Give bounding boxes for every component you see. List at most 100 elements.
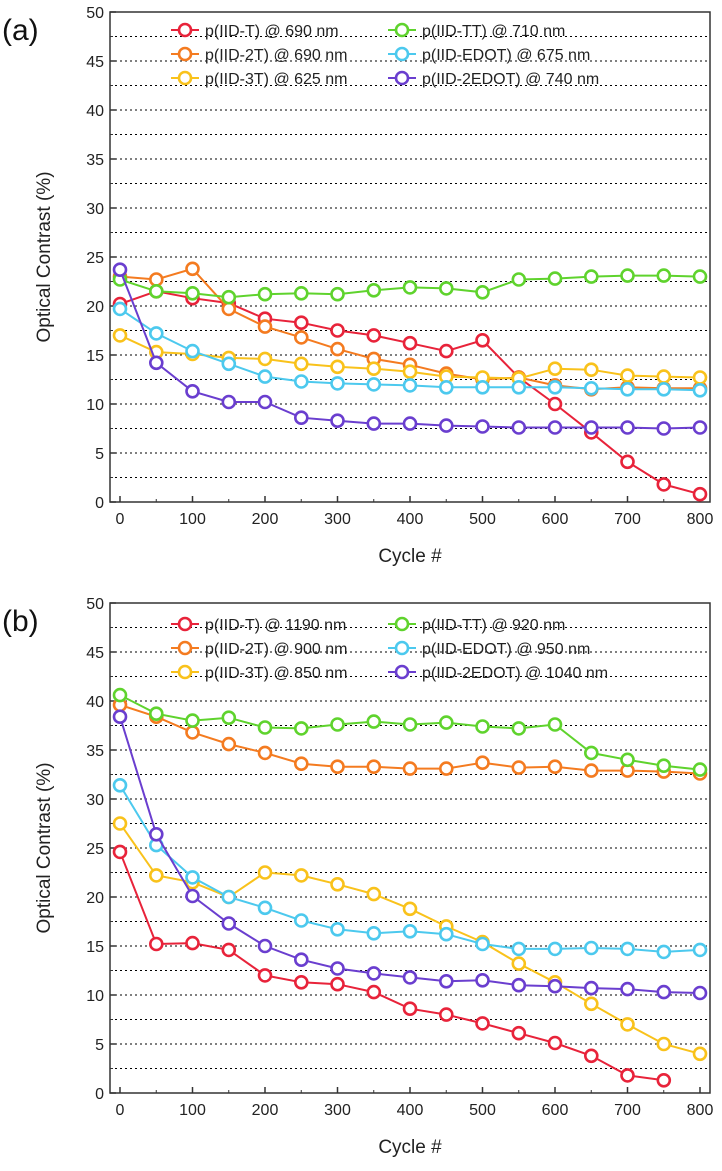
data-point xyxy=(330,961,345,976)
legend-label: p(IID-2T) @ 900 nm xyxy=(205,641,348,658)
data-point xyxy=(511,760,527,775)
data-point xyxy=(547,1035,563,1051)
data-point xyxy=(185,713,200,728)
x-tick-label: 500 xyxy=(469,1102,496,1119)
data-point xyxy=(366,361,382,377)
x-tick-label: 100 xyxy=(179,511,206,528)
legend-swatch-marker xyxy=(177,616,193,632)
y-axis-label: Optical Contrast (%) xyxy=(34,762,55,933)
series-6 xyxy=(112,709,708,1001)
data-point xyxy=(149,936,164,952)
legend-swatch-marker xyxy=(394,640,410,656)
data-point xyxy=(438,343,454,359)
data-point xyxy=(221,889,237,905)
data-point xyxy=(149,326,164,341)
data-point xyxy=(475,1016,490,1031)
data-point xyxy=(547,361,563,377)
data-point xyxy=(511,956,527,971)
data-point xyxy=(293,315,309,331)
y-axis-label: Optical Contrast (%) xyxy=(34,171,55,342)
data-point xyxy=(366,759,382,775)
data-point xyxy=(547,717,563,732)
y-tick-label: 30 xyxy=(86,201,104,218)
data-point xyxy=(620,941,635,957)
x-tick-label: 200 xyxy=(252,1102,279,1119)
data-point xyxy=(293,330,309,345)
series-2 xyxy=(112,697,708,781)
y-tick-label: 20 xyxy=(86,890,104,907)
data-point xyxy=(366,925,382,941)
data-point xyxy=(149,868,164,883)
data-point xyxy=(620,1017,635,1032)
data-point xyxy=(583,996,599,1012)
data-point xyxy=(221,942,237,958)
data-point xyxy=(583,763,599,778)
data-point xyxy=(692,420,708,435)
series-1 xyxy=(112,844,672,1088)
y-tick-label: 10 xyxy=(86,397,104,414)
x-tick-label: 400 xyxy=(397,511,424,528)
data-point xyxy=(692,762,708,777)
data-point xyxy=(402,1001,418,1017)
data-point xyxy=(656,984,672,1000)
data-point xyxy=(366,966,382,981)
data-point xyxy=(293,868,309,883)
data-point xyxy=(112,777,128,793)
data-point xyxy=(620,1068,635,1083)
x-tick-label: 400 xyxy=(397,1102,424,1119)
data-point xyxy=(620,368,635,383)
x-tick-label: 800 xyxy=(687,511,714,528)
data-point xyxy=(656,268,672,283)
data-point xyxy=(330,341,345,357)
y-tick-label: 45 xyxy=(86,645,104,662)
data-point xyxy=(185,343,200,359)
data-point xyxy=(583,1048,599,1064)
data-point xyxy=(293,374,309,389)
data-point xyxy=(149,283,164,299)
y-tick-label: 35 xyxy=(86,743,104,760)
data-point xyxy=(366,377,382,392)
data-point xyxy=(330,413,345,429)
y-tick-label: 50 xyxy=(86,596,104,613)
legend-label: p(IID-T) @ 1190 nm xyxy=(205,617,346,634)
y-tick-label: 45 xyxy=(86,54,104,71)
legend-item: p(IID-EDOT) @ 950 nm xyxy=(388,640,590,658)
series-line xyxy=(119,851,664,1082)
data-point xyxy=(402,901,418,917)
data-point xyxy=(656,369,672,384)
data-point xyxy=(366,984,382,1000)
data-point xyxy=(511,1025,527,1041)
data-point xyxy=(511,379,527,395)
data-point xyxy=(149,706,164,722)
data-point xyxy=(185,261,200,277)
data-point xyxy=(656,1073,672,1088)
data-point xyxy=(438,926,454,942)
panel-label: (b) xyxy=(2,605,39,638)
data-point xyxy=(511,977,527,993)
data-point xyxy=(547,271,563,286)
x-tick-label: 700 xyxy=(614,1102,641,1119)
data-point xyxy=(112,262,128,278)
legend-item: p(IID-2EDOT) @ 740 nm xyxy=(388,70,599,88)
data-point xyxy=(583,380,599,396)
legend-label: p(IID-TT) @ 920 nm xyxy=(422,617,565,634)
x-tick-label: 600 xyxy=(542,1102,569,1119)
legend-item: p(IID-T) @ 690 nm xyxy=(171,22,339,40)
data-point xyxy=(293,756,309,772)
x-tick-label: 100 xyxy=(179,1102,206,1119)
data-point xyxy=(293,974,309,990)
data-point xyxy=(185,383,200,399)
legend-label: p(IID-T) @ 690 nm xyxy=(205,23,339,40)
data-point xyxy=(547,379,563,395)
data-point xyxy=(185,725,200,740)
data-point xyxy=(402,970,418,985)
data-point xyxy=(149,826,164,842)
panel-label: (a) xyxy=(2,14,39,47)
data-point xyxy=(438,379,454,395)
data-point xyxy=(185,888,200,904)
legend-label: p(IID-EDOT) @ 675 nm xyxy=(422,47,590,64)
y-tick-label: 5 xyxy=(95,1037,104,1054)
data-point xyxy=(257,286,273,302)
series-line xyxy=(119,694,701,771)
